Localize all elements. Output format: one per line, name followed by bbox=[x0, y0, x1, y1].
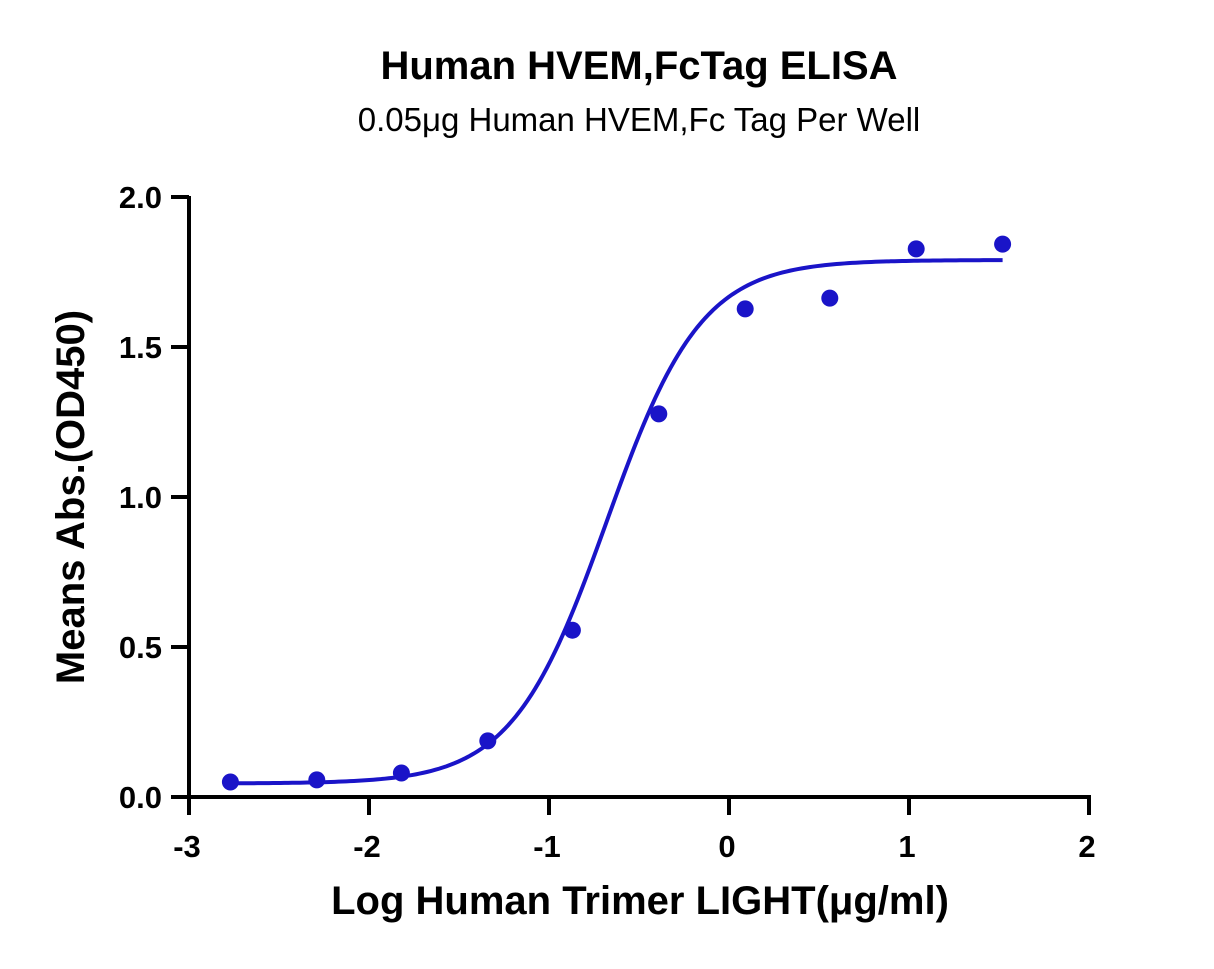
x-tick-label: -2 bbox=[353, 829, 381, 864]
chart-subtitle: 0.05μg Human HVEM,Fc Tag Per Well bbox=[357, 101, 921, 138]
data-point bbox=[479, 732, 497, 750]
data-point bbox=[650, 405, 668, 423]
data-point bbox=[221, 773, 239, 791]
y-ticks: 0.0 0.5 1.0 1.5 2.0 bbox=[119, 180, 189, 815]
data-point bbox=[308, 771, 326, 789]
data-points bbox=[221, 235, 1012, 791]
x-tick-label: 1 bbox=[898, 829, 915, 864]
y-tick-label: 0.0 bbox=[119, 780, 162, 815]
data-point bbox=[821, 289, 839, 307]
x-axis-title: Log Human Trimer LIGHT(μg/ml) bbox=[331, 879, 949, 923]
data-point bbox=[736, 300, 754, 318]
x-tick-label: -1 bbox=[533, 829, 561, 864]
data-point bbox=[563, 621, 581, 639]
x-tick-label: 2 bbox=[1078, 829, 1095, 864]
y-tick-label: 1.0 bbox=[119, 480, 162, 515]
y-tick-label: 1.5 bbox=[119, 330, 162, 365]
chart-title: Human HVEM,FcTag ELISA bbox=[380, 44, 898, 88]
data-point bbox=[907, 240, 925, 258]
x-tick-label: -3 bbox=[173, 829, 201, 864]
fit-curve bbox=[230, 258, 1003, 786]
y-axis-title: Means Abs.(OD450) bbox=[49, 310, 93, 684]
data-point bbox=[994, 235, 1012, 253]
y-tick-label: 0.5 bbox=[119, 630, 162, 665]
data-point bbox=[392, 764, 410, 782]
x-ticks: -3 -2 -1 0 1 2 bbox=[173, 797, 1096, 864]
y-tick-label: 2.0 bbox=[119, 180, 162, 215]
axes bbox=[187, 196, 1091, 799]
x-tick-label: 0 bbox=[718, 829, 735, 864]
